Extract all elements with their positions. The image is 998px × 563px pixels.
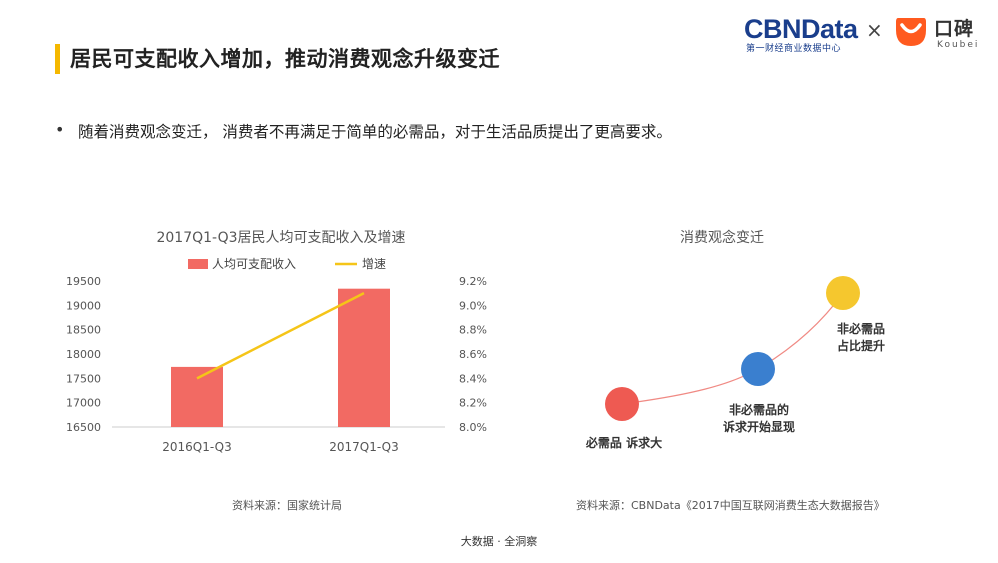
y-tick-label: 18500 [66, 324, 101, 337]
source-right: 资料来源：CBNData《2017中国互联网消费生态大数据报告》 [576, 499, 885, 512]
y-tick-label: 16500 [66, 421, 101, 434]
bar [171, 366, 223, 427]
bar-series [171, 288, 390, 427]
koubei-logo-subtext: Koubei [937, 40, 980, 50]
bullet-text: 随着消费观念变迁， 消费者不再满足于简单的必需品，对于生活品质提出了更高要求。 [78, 123, 672, 141]
stage-circle-rising [826, 276, 860, 310]
stage-label-necessity: 必需品 诉求大 [585, 435, 662, 450]
title-accent-bar [55, 44, 60, 74]
y2-tick-label: 8.2% [459, 397, 487, 410]
x-axis-labels: 2016Q1-Q3 2017Q1-Q3 [162, 440, 398, 454]
y-tick-label: 19000 [66, 299, 101, 312]
x-tick-label: 2016Q1-Q3 [162, 440, 231, 454]
y2-tick-label: 8.0% [459, 421, 487, 434]
cbndata-logo-cbn: CBN [744, 14, 802, 44]
page-title: 居民可支配收入增加，推动消费观念升级变迁 [70, 47, 500, 71]
cbndata-logo-data: Data [801, 14, 858, 44]
y-axis-left: 19500 19000 18500 18000 17500 17000 16500 [66, 275, 101, 434]
cbndata-logo-subtitle: 第一财经商业数据中心 [746, 44, 842, 54]
bullet-mark: • [55, 120, 65, 139]
koubei-logo-icon [896, 18, 926, 46]
koubei-logo-text: 口碑 [934, 18, 975, 40]
y-tick-label: 17500 [66, 372, 101, 385]
y2-tick-label: 8.8% [459, 324, 487, 337]
footer-tagline: 大数据 · 全洞察 [460, 535, 538, 548]
line-series [196, 292, 365, 380]
stage-label-emerging-line2: 诉求开始显现 [723, 419, 795, 434]
y2-tick-label: 8.4% [459, 372, 487, 385]
diagram-title: 消费观念变迁 [680, 229, 764, 246]
stage-label-emerging-line1: 非必需品的 [729, 402, 789, 417]
legend-bar-swatch [188, 259, 208, 269]
legend-line-label: 增速 [362, 257, 386, 271]
growth-line-segment [196, 292, 365, 380]
chart1-title: 2017Q1-Q3居民人均可支配收入及增速 [156, 230, 405, 246]
y-tick-label: 19500 [66, 275, 101, 288]
stage-circle-emerging [741, 352, 775, 386]
y2-tick-label: 8.6% [459, 348, 487, 361]
y2-tick-label: 9.0% [459, 299, 487, 312]
source-left: 资料来源：国家统计局 [232, 499, 342, 512]
y2-tick-label: 9.2% [459, 275, 487, 288]
partnership-times-sign: × [866, 18, 883, 42]
x-tick-label: 2017Q1-Q3 [329, 440, 398, 454]
y-axis-right: 9.2% 9.0% 8.8% 8.6% 8.4% 8.2% 8.0% [459, 275, 487, 434]
cbndata-logo: CBNData [744, 14, 858, 44]
trend-curve [621, 292, 844, 405]
y-tick-label: 17000 [66, 397, 101, 410]
stage-label-rising-line1: 非必需品 [837, 321, 885, 336]
legend-bar-label: 人均可支配收入 [212, 257, 296, 271]
stage-circle-necessity [605, 387, 639, 421]
bar [338, 288, 390, 427]
stage-label-rising-line2: 占比提升 [837, 338, 885, 353]
y-tick-label: 18000 [66, 348, 101, 361]
